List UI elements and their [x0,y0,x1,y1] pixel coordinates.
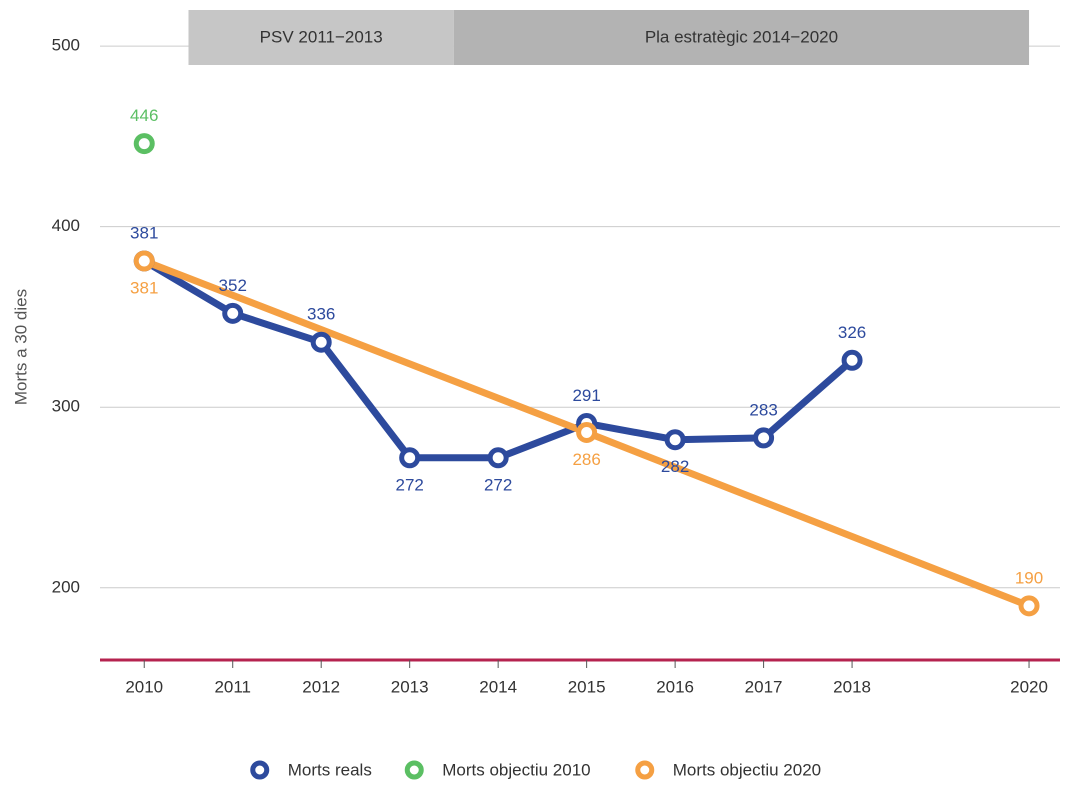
legend-marker [404,760,424,780]
period-band [453,10,1030,65]
point [310,331,332,353]
data-label: 286 [572,450,600,469]
legend-label: Morts objectiu 2020 [673,760,821,779]
point [841,349,863,371]
data-label: 446 [130,106,158,125]
data-label: 381 [130,223,158,242]
point [753,427,775,449]
point [664,429,686,451]
y-tick-label: 300 [52,397,80,416]
point [222,302,244,324]
x-tick-label: 2014 [479,677,517,696]
x-tick-label: 2011 [214,677,251,696]
legend-label: Morts reals [288,760,372,779]
y-axis-label: Morts a 30 dies [11,289,30,405]
point [399,447,421,469]
y-tick-label: 400 [52,216,80,235]
data-label: 272 [484,475,512,494]
y-tick-label: 200 [52,577,80,596]
point [576,422,598,443]
data-label: 283 [749,400,777,419]
period-band [188,10,454,65]
legend-marker [250,760,270,780]
period-label: Pla estratègic 2014−2020 [645,27,838,46]
legend-marker [635,760,655,780]
data-label: 381 [130,278,158,297]
x-tick-label: 2013 [391,677,429,696]
legend-label: Morts objectiu 2010 [442,760,590,779]
x-tick-label: 2016 [656,677,694,696]
x-tick-label: 2015 [568,677,606,696]
x-tick-label: 2017 [745,677,783,696]
data-label: 291 [572,386,600,405]
data-label: 352 [219,276,247,295]
x-tick-label: 2010 [125,677,163,696]
x-tick-label: 2012 [302,677,340,696]
y-tick-label: 500 [52,36,80,55]
data-label: 336 [307,305,335,324]
point [487,447,509,469]
data-label: 190 [1015,568,1043,587]
point [133,133,155,155]
x-tick-label: 2020 [1010,677,1048,696]
data-label: 282 [661,457,689,476]
series-line [142,257,855,462]
x-tick-label: 2018 [833,677,871,696]
data-label: 326 [838,323,866,342]
period-label: PSV 2011−2013 [260,27,383,46]
data-label: 272 [395,475,423,494]
point [1018,595,1040,617]
point [133,250,155,272]
